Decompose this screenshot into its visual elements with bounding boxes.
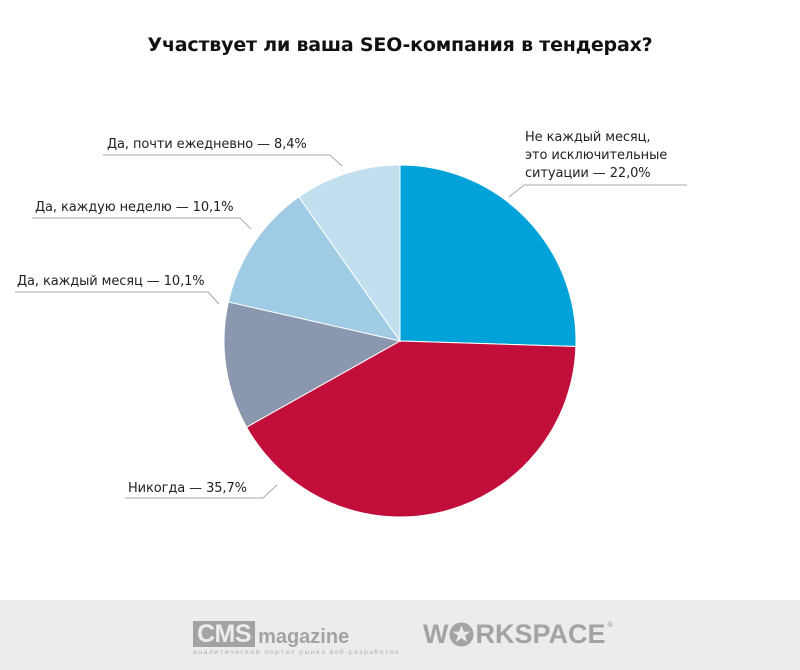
chart-title: Участвует ли ваша SEO-компания в тендера… — [147, 34, 653, 56]
pie-slice — [399, 164, 577, 347]
leader-line-gray — [15, 291, 220, 305]
cms-logo-word: magazine — [258, 626, 350, 648]
pie-slice — [245, 340, 577, 518]
star-icon — [449, 621, 475, 647]
leader-line-blue — [508, 184, 687, 198]
pie-chart — [15, 154, 687, 518]
label-line: ситуации — 22,0% — [525, 166, 651, 181]
label-not-every-month: Не каждый месяц, это исключительные ситу… — [525, 129, 667, 183]
registered-mark: ® — [607, 622, 613, 629]
leader-line-lightblue — [103, 154, 343, 167]
label-never: Никогда — 35,7% — [128, 481, 247, 496]
label-line: Не каждый месяц, — [525, 130, 651, 145]
leader-line-midblue — [32, 217, 252, 230]
label-every-week: Да, каждую неделю — 10,1% — [35, 200, 234, 215]
cms-magazine-logo[interactable]: CMS magazine — [193, 617, 349, 647]
label-every-month: Да, каждый месяц — 10,1% — [17, 274, 205, 289]
label-line: это исключительные — [525, 148, 668, 163]
leader-lines — [15, 154, 687, 499]
cms-logo-box: CMS — [193, 621, 256, 647]
workspace-logo[interactable]: W RKSPACE ® — [423, 619, 613, 649]
pie-slice — [227, 196, 402, 342]
leader-line-red — [125, 484, 278, 499]
label-almost-daily: Да, почти ежедневно — 8,4% — [107, 137, 307, 152]
footer — [0, 600, 800, 670]
workspace-word: RKSPACE — [475, 619, 606, 649]
workspace-letter: W — [423, 619, 449, 649]
pie-slices — [223, 164, 577, 518]
cms-tagline: аналитический портал рынка веб-разработо… — [193, 648, 401, 656]
pie-slice — [298, 164, 401, 343]
pie-slice — [223, 301, 402, 428]
